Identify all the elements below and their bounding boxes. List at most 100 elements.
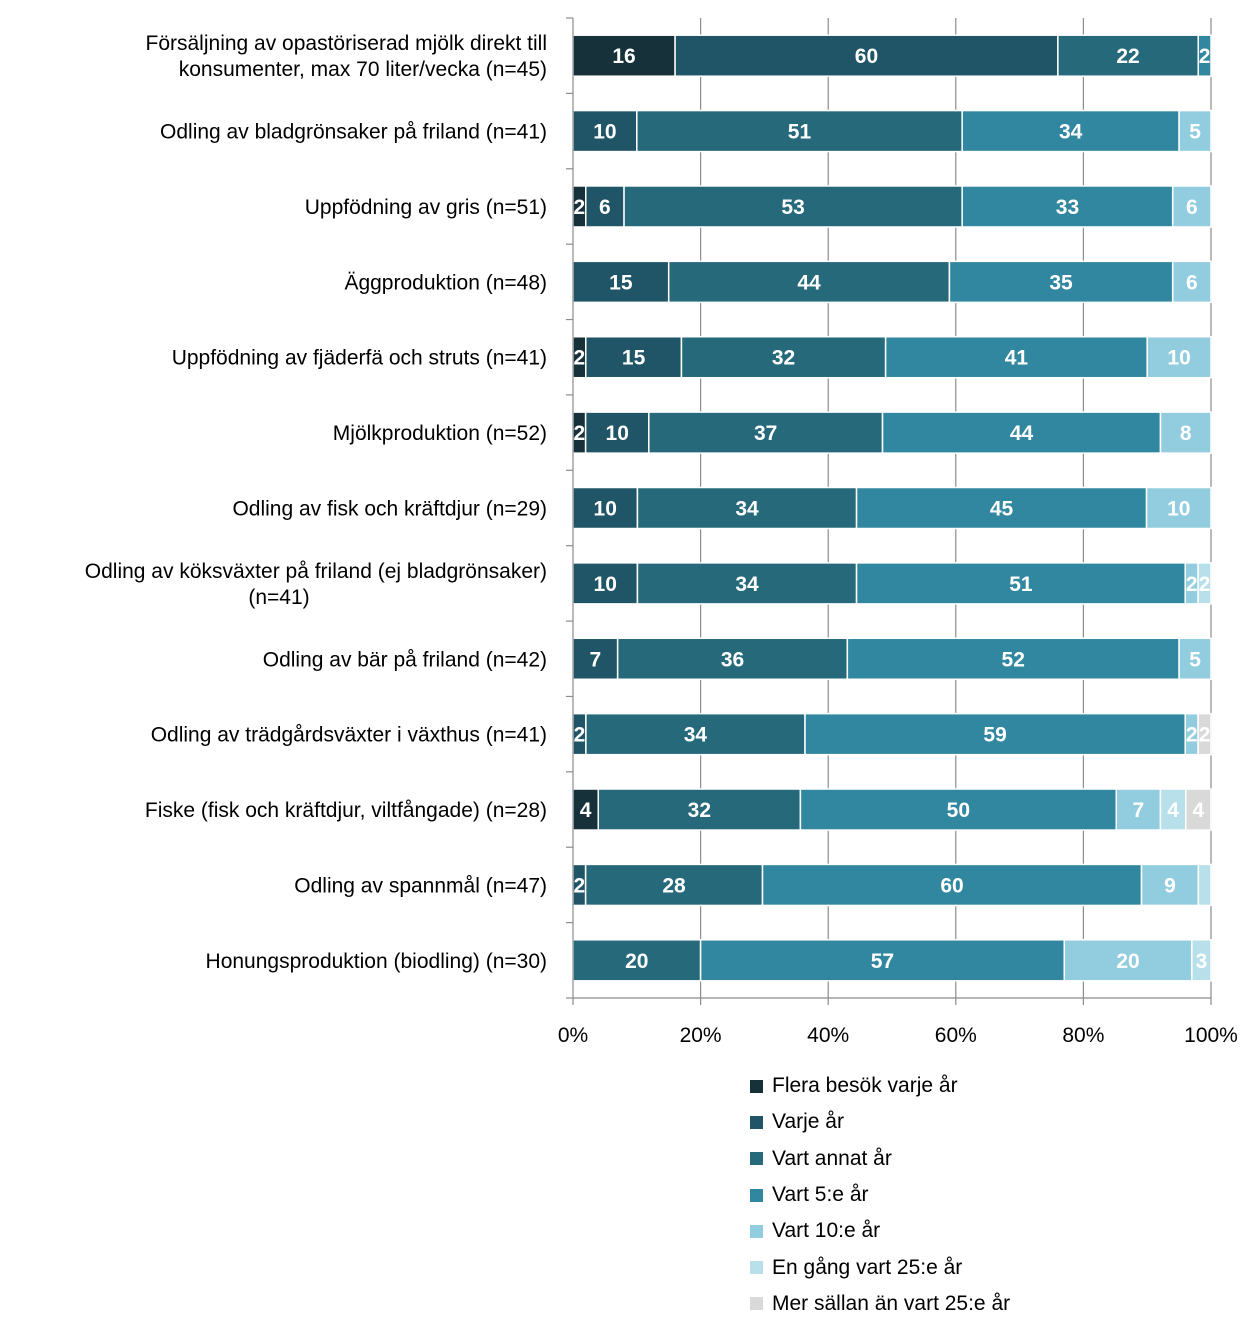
bar-value-label: 2: [1199, 573, 1211, 596]
bar-segment: [680, 335, 887, 379]
bar-value-label: 50: [947, 799, 970, 822]
bar-value-label: 3: [1196, 950, 1208, 973]
legend: Flera besök varje år Varje år Vart annat å…: [750, 1068, 1010, 1322]
bar-value-label: 10: [593, 121, 616, 144]
bar-value-label: 10: [1167, 498, 1190, 521]
bar-value-label: 34: [735, 573, 759, 596]
bar-value-label: 34: [684, 724, 708, 747]
bar-segment: [585, 335, 683, 379]
legend-item: Mer sällan än vart 25:e år: [750, 1286, 1010, 1322]
bar-segment: [636, 486, 858, 530]
bar-value-label: 51: [788, 121, 812, 144]
bar-segment: [961, 109, 1180, 153]
bar-value-label: 4: [1193, 799, 1205, 822]
bar-value-label: 6: [599, 196, 611, 219]
bar-segment: [1178, 637, 1212, 681]
bar-segment: [1146, 335, 1212, 379]
bar-segment: [1197, 863, 1212, 907]
bar-segment: [616, 637, 849, 681]
bar-value-label: 22: [1116, 45, 1139, 68]
bar-segment: [572, 260, 670, 304]
bar-value-label: 20: [1116, 950, 1139, 973]
bar-value-label: 20: [625, 950, 648, 973]
bar-value-label: 10: [594, 498, 617, 521]
legend-swatch: [750, 1079, 763, 1093]
bar-value-label: 36: [721, 648, 744, 671]
legend-label: En gång vart 25:e år: [772, 1255, 963, 1279]
bar-value-label: 8: [1180, 422, 1192, 445]
bar-value-label: 44: [797, 271, 821, 294]
bar-segment: [799, 788, 1117, 831]
category-label: Honungsproduktion (biodling) (n=30): [206, 950, 547, 973]
bar-value-label: 9: [1164, 874, 1176, 897]
bar-value-label: 2: [1199, 724, 1211, 747]
legend-item: Varje år: [750, 1104, 1010, 1140]
legend-item: Vart annat år: [750, 1141, 1010, 1177]
legend-item: Vart 10:e år: [750, 1213, 1010, 1249]
bar-value-label: 60: [855, 45, 878, 68]
legend-label: Vart 10:e år: [772, 1219, 881, 1243]
bar-value-label: 32: [772, 347, 795, 370]
bar-value-label: 2: [574, 196, 586, 219]
bar-value-label: 6: [1186, 271, 1198, 294]
bar-value-label: 44: [1010, 422, 1034, 445]
bar-segment: [1057, 34, 1199, 77]
legend-item: En gång vart 25:e år: [750, 1249, 1010, 1285]
bar-segment: [804, 712, 1186, 756]
bar-segment: [572, 939, 702, 982]
bar-segment: [1197, 562, 1212, 605]
bar-segment: [961, 185, 1174, 228]
legend-swatch: [750, 1188, 763, 1202]
bar-segment: [585, 712, 806, 756]
category-label: konsumenter, max 70 liter/vecka (n=45): [179, 58, 547, 81]
bar-value-label: 37: [754, 422, 777, 445]
bar-value-label: 7: [1133, 799, 1145, 822]
bar-segment: [648, 411, 884, 454]
category-label: Odling av spannmål (n=47): [294, 874, 547, 897]
bar-segment: [636, 562, 858, 605]
bar-segment: [881, 411, 1162, 454]
bar-segment: [1178, 109, 1212, 153]
bar-value-label: 2: [574, 724, 586, 747]
category-label: Fiske (fisk och kräftdjur, viltfångade) …: [145, 799, 547, 822]
bar-value-label: 15: [609, 271, 633, 294]
x-tick-label: 100%: [1184, 1024, 1238, 1047]
bar-value-label: 10: [606, 422, 629, 445]
bar-segment: [855, 486, 1148, 530]
bar-value-label: 53: [781, 196, 804, 219]
x-tick-labels: 0% 20% 40% 60% 80% 100%: [558, 1024, 1238, 1047]
bar-segment: [572, 34, 676, 77]
legend-item: Flera besök varje år: [750, 1068, 1010, 1104]
bar-value-label: 2: [1199, 45, 1211, 68]
bar-segment: [699, 939, 1066, 982]
bar-value-label: 60: [940, 874, 963, 897]
axes: [566, 17, 1212, 1005]
bar-value-label: 10: [1167, 347, 1190, 370]
category-label: (n=41): [248, 586, 309, 609]
legend-label: Vart annat år: [772, 1146, 892, 1170]
x-tick-label: 60%: [935, 1024, 977, 1047]
bar-segment: [667, 260, 951, 304]
category-label: Odling av köksväxter på friland (ej blad…: [85, 560, 547, 583]
category-label: Uppfödning av fjäderfä och struts (n=41): [172, 347, 547, 370]
bar-value-label: 4: [580, 799, 592, 822]
bar-segment: [1171, 260, 1212, 304]
bar-value-label: 2: [574, 347, 586, 370]
category-label: Mjölkproduktion (n=52): [333, 422, 547, 445]
legend-label: Mer sällan än vart 25:e år: [772, 1291, 1011, 1315]
bar-value-label: 2: [1186, 724, 1198, 747]
bar-segment: [1140, 863, 1200, 907]
category-label: Odling av bladgrönsaker på friland (n=41…: [160, 121, 547, 144]
bar-segment: [884, 335, 1148, 379]
legend-swatch: [750, 1115, 763, 1129]
x-tick-label: 80%: [1062, 1024, 1104, 1047]
bar-value-label: 15: [622, 347, 646, 370]
bar-segment: [1184, 788, 1212, 831]
x-tick-label: 0%: [558, 1024, 588, 1047]
bar-segment: [1197, 712, 1212, 756]
bar-value-label: 4: [1167, 799, 1179, 822]
legend-item: Vart 5:e år: [750, 1177, 1010, 1213]
bar-value-label: 2: [1186, 573, 1198, 596]
bar-value-label: 16: [612, 45, 635, 68]
